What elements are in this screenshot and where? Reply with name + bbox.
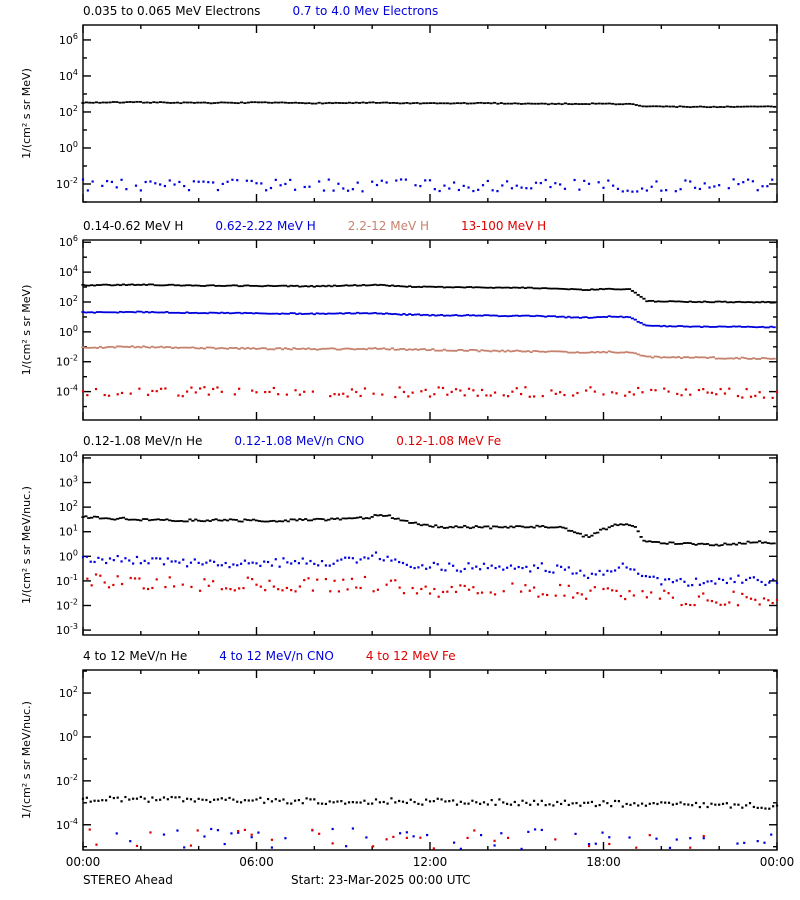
svg-text:103: 103 <box>59 475 78 490</box>
series-label-1-1: 0.62-2.22 MeV H <box>215 219 316 233</box>
axes <box>82 239 778 421</box>
series-red <box>81 386 779 399</box>
series-label-1-3: 13-100 MeV H <box>461 219 547 233</box>
svg-text:10-2: 10-2 <box>56 176 78 191</box>
svg-text:100: 100 <box>59 548 78 563</box>
x-tick-label: 06:00 <box>239 855 274 869</box>
series-red <box>86 573 779 607</box>
svg-text:10-4: 10-4 <box>56 384 78 399</box>
svg-text:104: 104 <box>59 68 78 83</box>
svg-text:10-3: 10-3 <box>56 622 78 637</box>
svg-text:104: 104 <box>59 264 78 279</box>
svg-text:100: 100 <box>59 140 78 155</box>
panel-electrons: 10-2 100 102 104 106 1/(cm² s sr MeV) <box>20 24 778 203</box>
y-axis-label: 1/(cm² s sr MeV/nuc.) <box>20 701 33 819</box>
series-blue <box>81 310 776 329</box>
series-black <box>81 795 779 810</box>
series-blue <box>115 827 773 851</box>
x-tick-label: 00:00 <box>760 855 795 869</box>
series-label-3-0: 4 to 12 MeV/n He <box>83 649 188 663</box>
series-label-3-2: 4 to 12 MeV Fe <box>365 649 456 663</box>
svg-text:10-2: 10-2 <box>56 773 78 788</box>
svg-text:100: 100 <box>59 729 78 744</box>
svg-text:101: 101 <box>59 524 78 539</box>
svg-text:106: 106 <box>59 32 78 47</box>
svg-text:10-1: 10-1 <box>56 573 78 588</box>
start-time-label: Start: 23-Mar-2025 00:00 UTC <box>291 873 471 887</box>
svg-text:102: 102 <box>59 685 78 700</box>
x-tick-label: 12:00 <box>413 855 448 869</box>
svg-text:102: 102 <box>59 499 78 514</box>
panel-heavy-ions-low: 10-3 10-2 10-1 100 101 102 103 104 1/(cm² s sr M… <box>20 450 779 637</box>
svg-text:10-2: 10-2 <box>56 354 78 369</box>
svg-text:10-2: 10-2 <box>56 597 78 612</box>
svg-text:102: 102 <box>59 294 78 309</box>
series-black <box>81 283 776 304</box>
panel-heavy-high-title-row: 4 to 12 MeV/n He 4 to 12 MeV/n CNO 4 to 12… <box>83 649 488 663</box>
panel-electrons-title-row: 0.035 to 0.065 MeV Electrons 0.7 to 4.0 M… <box>83 4 470 18</box>
axes <box>82 669 778 851</box>
panel-heavy-ions-high: 10-4 10-2 100 102 1/(cm² s sr MeV/nuc.) 00:00… <box>20 669 795 869</box>
svg-text:106: 106 <box>59 234 78 249</box>
series-label-2-0: 0.12-1.08 MeV/n He <box>83 434 203 448</box>
series-black <box>81 514 776 547</box>
series-label-1-0: 0.14-0.62 MeV H <box>83 219 184 233</box>
series-tan <box>81 345 776 360</box>
axes <box>82 24 778 203</box>
svg-text:100: 100 <box>59 324 78 339</box>
series-label-2-1: 0.12-1.08 MeV/n CNO <box>234 434 365 448</box>
series-blue <box>81 551 779 587</box>
series-label-3-1: 4 to 12 MeV/n CNO <box>219 649 334 663</box>
y-axis-label: 1/(cm² s sr MeV) <box>20 285 33 376</box>
x-tick-label: 18:00 <box>586 855 621 869</box>
series-label-0-1: 0.7 to 4.0 Mev Electrons <box>292 4 439 18</box>
y-axis-label: 1/(cm² s sr MeV/nuc.) <box>20 486 33 604</box>
svg-text:102: 102 <box>59 104 78 119</box>
series-label-1-2: 2.2-12 MeV H <box>347 219 430 233</box>
series-black <box>81 100 777 109</box>
series-label-2-2: 0.12-1.08 MeV Fe <box>396 434 502 448</box>
panel-protons-title-row: 0.14-0.62 MeV H 0.62-2.22 MeV H 2.2-12 MeV… <box>83 219 578 233</box>
axes <box>82 454 778 636</box>
y-axis-label: 1/(cm² s sr MeV) <box>20 68 33 159</box>
spacecraft-label: STEREO Ahead <box>83 873 173 887</box>
panel-heavy-low-title-row: 0.12-1.08 MeV/n He 0.12-1.08 MeV/n CNO 0.1… <box>83 434 533 448</box>
series-label-0-0: 0.035 to 0.065 MeV Electrons <box>83 4 261 18</box>
series-blue <box>81 178 774 193</box>
series-red <box>88 828 705 850</box>
svg-text:104: 104 <box>59 450 78 465</box>
svg-text:10-4: 10-4 <box>56 817 78 832</box>
panel-protons: 10-4 10-2 100 102 104 106 1/(cm² s sr MeV) <box>20 234 779 421</box>
x-tick-label: 00:00 <box>66 855 101 869</box>
